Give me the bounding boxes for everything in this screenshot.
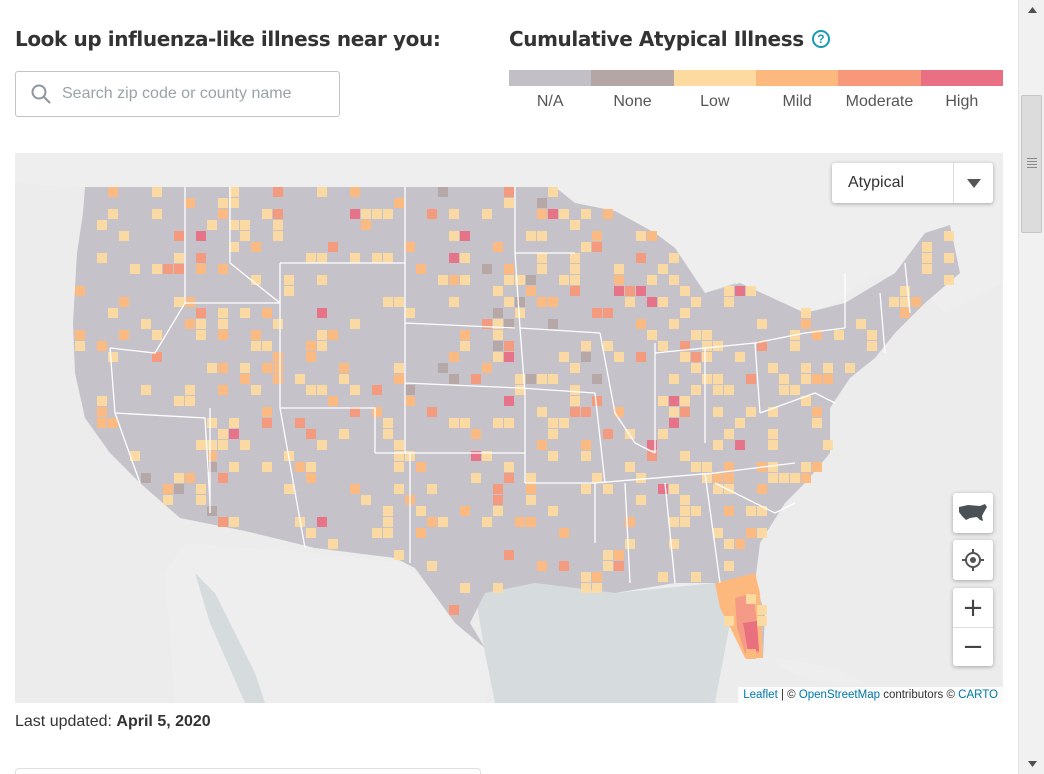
cuba-land: [775, 658, 865, 683]
miami-area: [743, 621, 759, 651]
search-box[interactable]: [15, 71, 340, 117]
legend-swatch-moderate: [838, 70, 921, 86]
search-input[interactable]: [62, 85, 332, 103]
legend-label-moderate: Moderate: [845, 93, 914, 110]
attribution-separator: | ©: [777, 689, 799, 701]
gulf-of-mexico: [475, 583, 730, 703]
lookup-title: Look up influenza-like illness near you:: [15, 27, 441, 51]
zoom-in-button[interactable]: +: [962, 592, 984, 623]
locate-button[interactable]: [953, 540, 993, 580]
search-icon: [31, 84, 51, 104]
legend-label-na: N/A: [536, 93, 564, 110]
usa-map-icon: [959, 504, 987, 521]
scroll-down-arrow-icon[interactable]: [1019, 754, 1044, 774]
chevron-down-icon: [953, 163, 993, 203]
layer-select-value: Atypical: [848, 174, 905, 191]
question-circle-icon[interactable]: ?: [811, 30, 830, 48]
attribution-contributors: contributors ©: [880, 689, 959, 701]
last-updated: Last updated: April 5, 2020: [15, 713, 211, 731]
zoom-control: + −: [953, 588, 993, 666]
legend-swatch-na: [509, 70, 592, 86]
last-updated-date: April 5, 2020: [116, 713, 211, 730]
scrollbar-grip-icon: [1027, 158, 1037, 170]
legend-label-none: None: [613, 93, 652, 110]
bottom-card: [15, 768, 481, 774]
legend-title-text: Cumulative Atypical Illness: [509, 27, 804, 51]
legend-label-low: Low: [700, 93, 730, 110]
scrollbar-thumb[interactable]: [1021, 95, 1042, 233]
legend-label-mild: Mild: [782, 93, 812, 110]
county-overlay: [75, 187, 954, 659]
carto-link[interactable]: CARTO: [958, 689, 998, 701]
legend-labels: N/A None Low Mild Moderate High: [509, 93, 1003, 111]
legend-swatch-low: [673, 70, 756, 86]
us-view-button[interactable]: [953, 493, 993, 533]
legend-label-high: High: [945, 93, 979, 110]
last-updated-label: Last updated:: [15, 713, 117, 730]
legend-title: Cumulative Atypical Illness ?: [509, 27, 830, 51]
crosshair-icon: [962, 549, 984, 571]
map-base: [15, 153, 1003, 703]
gulf-of-california: [195, 573, 265, 703]
choropleth-map[interactable]: Atypical + − Leaflet | © O: [15, 153, 1003, 703]
page: Look up influenza-like illness near you:…: [15, 27, 1003, 774]
vertical-scrollbar[interactable]: [1018, 0, 1044, 774]
leaflet-link[interactable]: Leaflet: [743, 689, 778, 701]
scroll-up-arrow-icon[interactable]: [1019, 0, 1044, 20]
layer-select-dropdown[interactable]: Atypical: [832, 163, 993, 203]
legend-swatch-mild: [755, 70, 839, 86]
state-borders: [109, 187, 911, 584]
osm-link[interactable]: OpenStreetMap: [798, 689, 880, 701]
legend-color-bar: [509, 70, 1003, 86]
zoom-out-button[interactable]: −: [953, 627, 993, 666]
legend-swatch-none: [591, 70, 674, 86]
map-attribution: Leaflet | © OpenStreetMap contributors ©…: [738, 687, 1003, 703]
legend-swatch-high: [920, 70, 1003, 86]
